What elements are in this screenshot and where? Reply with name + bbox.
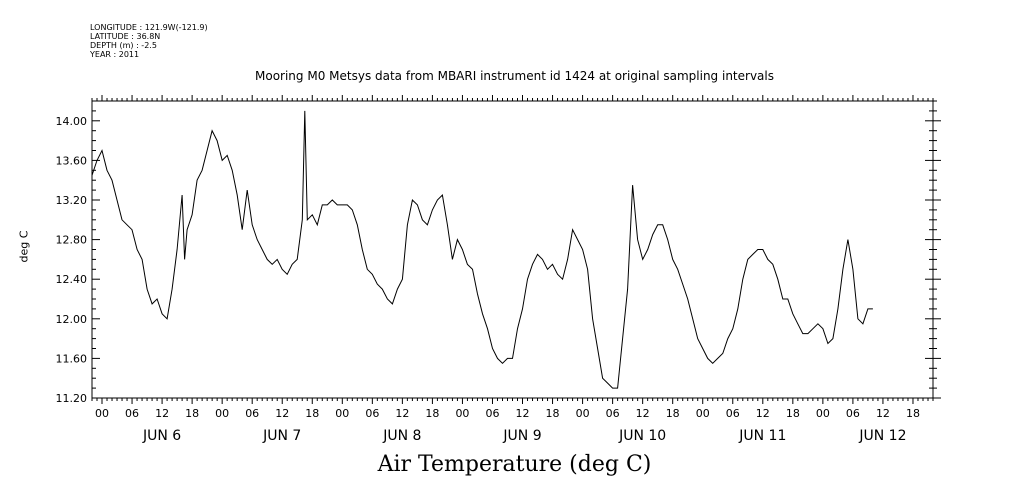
x-tick-label: 18 (305, 407, 319, 420)
x-tick-label: 12 (275, 407, 289, 420)
latitude-label: LATITUDE : 36.8N (90, 32, 161, 41)
day-label: JUN 10 (618, 428, 666, 444)
y-tick-label: 13.20 (56, 194, 88, 207)
depth-label: DEPTH (m) : -2.5 (90, 41, 157, 50)
x-tick-label: 18 (786, 407, 800, 420)
x-tick-label: 06 (846, 407, 860, 420)
x-tick-label: 12 (756, 407, 770, 420)
day-label: JUN 9 (502, 428, 541, 444)
x-tick-label: 18 (906, 407, 920, 420)
x-axis-label: Air Temperature (deg C) (377, 452, 652, 477)
day-label: JUN 12 (858, 428, 906, 444)
x-tick-label: 06 (726, 407, 740, 420)
y-tick-label: 12.00 (56, 313, 88, 326)
x-tick-label: 06 (125, 407, 139, 420)
x-tick-label: 18 (425, 407, 439, 420)
x-tick-label: 00 (696, 407, 710, 420)
x-tick-label: 06 (485, 407, 499, 420)
x-tick-label: 06 (606, 407, 620, 420)
x-tick-label: 00 (816, 407, 830, 420)
x-tick-label: 12 (636, 407, 650, 420)
x-tick-label: 18 (666, 407, 680, 420)
y-tick-label: 12.40 (56, 273, 88, 286)
x-tick-label: 18 (185, 407, 199, 420)
longitude-label: LONGITUDE : 121.9W(-121.9) (90, 23, 208, 32)
y-axis-label: deg C (17, 230, 31, 263)
y-tick-label: 11.60 (56, 352, 88, 365)
x-tick-label: 18 (546, 407, 560, 420)
day-label: JUN 11 (738, 428, 786, 444)
chart-title: Mooring M0 Metsys data from MBARI instru… (255, 69, 774, 83)
x-tick-label: 06 (365, 407, 379, 420)
x-tick-label: 12 (516, 407, 530, 420)
x-tick-label: 12 (155, 407, 169, 420)
x-tick-label: 12 (876, 407, 890, 420)
day-label: JUN 6 (142, 428, 181, 444)
series-line (91, 110, 873, 389)
y-tick-label: 12.80 (56, 234, 88, 247)
day-label: JUN 7 (262, 428, 301, 444)
y-tick-label: 13.60 (56, 154, 88, 167)
x-tick-label: 06 (245, 407, 259, 420)
x-tick-label: 00 (215, 407, 229, 420)
y-tick-label: 14.00 (56, 115, 88, 128)
x-tick-label: 12 (395, 407, 409, 420)
x-tick-label: 00 (335, 407, 349, 420)
year-label: YEAR : 2011 (90, 50, 140, 59)
x-tick-label: 00 (455, 407, 469, 420)
y-tick-label: 11.20 (56, 392, 88, 405)
x-tick-label: 00 (576, 407, 590, 420)
x-tick-label: 00 (95, 407, 109, 420)
day-label: JUN 8 (382, 428, 421, 444)
